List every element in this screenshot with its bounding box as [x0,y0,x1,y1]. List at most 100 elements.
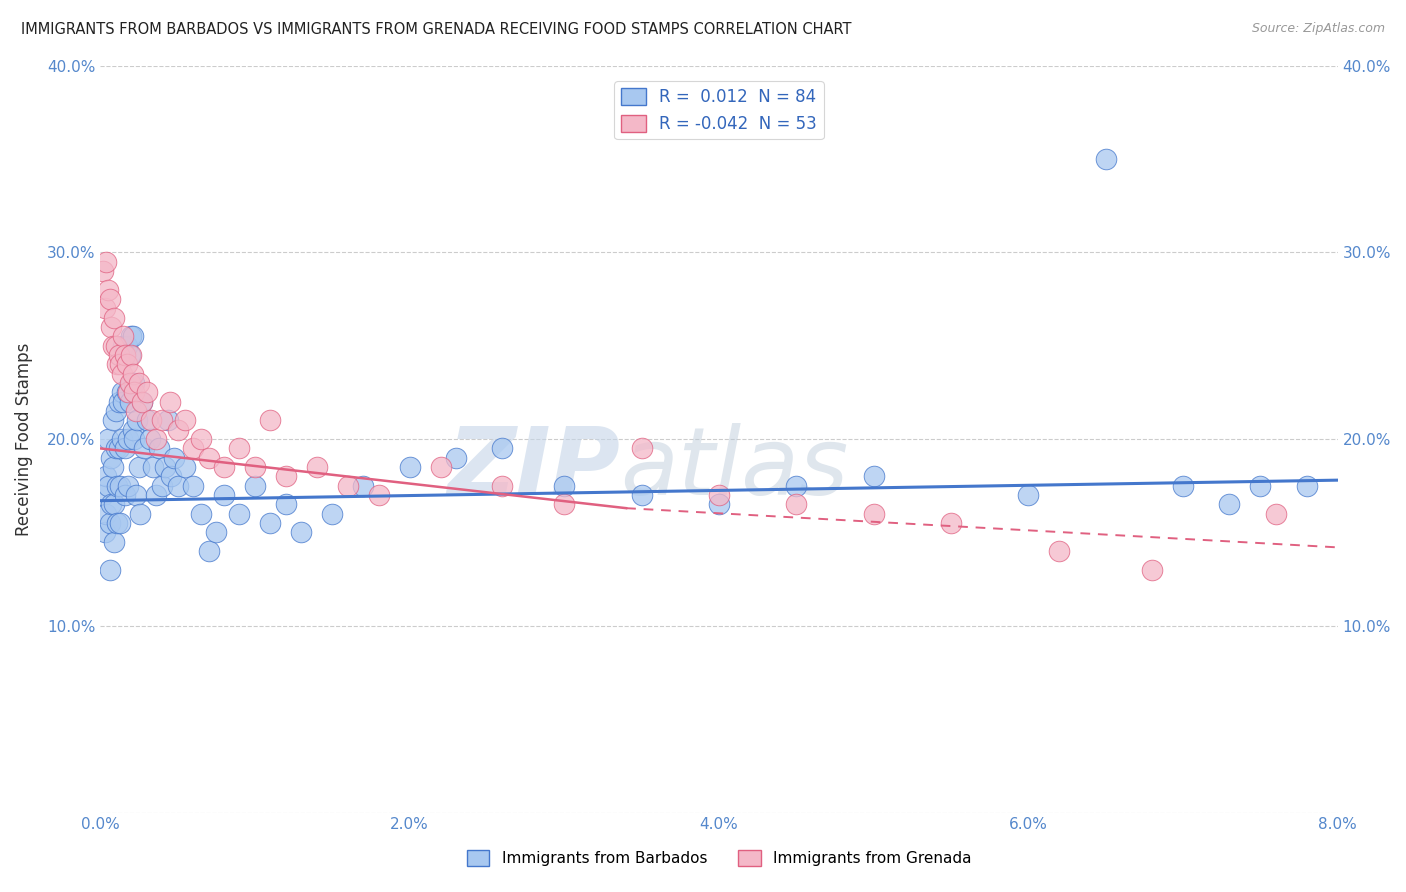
Point [205,525,228,540]
Point [104,339,127,353]
Point [1017,488,1039,502]
Point [398,460,420,475]
Point [212,460,235,475]
Text: atlas: atlas [620,424,848,515]
Point [142,460,165,475]
Point [100,450,122,465]
Text: Source: ZipAtlas.com: Source: ZipAtlas.com [1251,22,1385,36]
Point [125,404,148,418]
Point [94,301,117,316]
Point [112,394,135,409]
Point [181,479,204,493]
Point [707,498,730,512]
Point [94,525,117,540]
Point [145,432,167,446]
Legend: R =  0.012  N = 84, R = -0.042  N = 53: R = 0.012 N = 84, R = -0.042 N = 53 [614,81,824,139]
Point [112,329,135,343]
Point [108,348,131,362]
Point [274,498,297,512]
Point [103,534,125,549]
Point [97,432,120,446]
Point [785,479,807,493]
Point [96,254,118,268]
Point [145,488,167,502]
Point [166,423,188,437]
Point [121,329,143,343]
Point [96,507,118,521]
Point [367,488,389,502]
Point [141,413,163,427]
Point [444,450,467,465]
Point [290,525,312,540]
Point [228,442,250,456]
Point [112,339,135,353]
Point [243,479,266,493]
Point [274,469,297,483]
Point [259,413,281,427]
Point [553,498,575,512]
Point [1047,544,1070,558]
Point [190,432,212,446]
Point [100,320,122,334]
Point [118,348,141,362]
Point [139,432,162,446]
Point [118,376,141,390]
Point [1264,507,1286,521]
Point [166,479,188,493]
Point [630,442,652,456]
Point [160,469,183,483]
Point [181,442,204,456]
Text: ZIP: ZIP [447,423,620,515]
Point [120,329,142,343]
Point [128,376,150,390]
Point [103,498,125,512]
Point [111,367,134,381]
Point [1218,498,1240,512]
Point [121,423,143,437]
Point [110,357,132,371]
Point [785,498,807,512]
Point [336,479,359,493]
Point [124,376,146,390]
Point [127,413,149,427]
Point [103,310,125,325]
Point [98,292,121,306]
Point [104,404,127,418]
Point [174,413,197,427]
Point [352,479,374,493]
Point [132,442,155,456]
Point [98,563,121,577]
Point [108,442,131,456]
Point [128,460,150,475]
Point [1249,479,1271,493]
Point [228,507,250,521]
Point [118,394,141,409]
Point [491,479,513,493]
Point [862,507,884,521]
Point [553,479,575,493]
Point [108,394,131,409]
Point [1140,563,1163,577]
Point [105,516,128,530]
Point [129,507,152,521]
Point [111,385,134,400]
Point [429,460,451,475]
Point [197,544,219,558]
Point [111,432,134,446]
Point [163,450,186,465]
Point [117,432,139,446]
Text: IMMIGRANTS FROM BARBADOS VS IMMIGRANTS FROM GRENADA RECEIVING FOOD STAMPS CORREL: IMMIGRANTS FROM BARBADOS VS IMMIGRANTS F… [21,22,852,37]
Point [115,339,138,353]
Point [707,488,730,502]
Y-axis label: Receiving Food Stamps: Receiving Food Stamps [15,343,32,536]
Point [117,479,139,493]
Point [120,348,142,362]
Point [105,479,128,493]
Point [243,460,266,475]
Point [101,339,124,353]
Point [259,516,281,530]
Point [114,348,136,362]
Point [862,469,884,483]
Point [321,507,343,521]
Point [105,357,128,371]
